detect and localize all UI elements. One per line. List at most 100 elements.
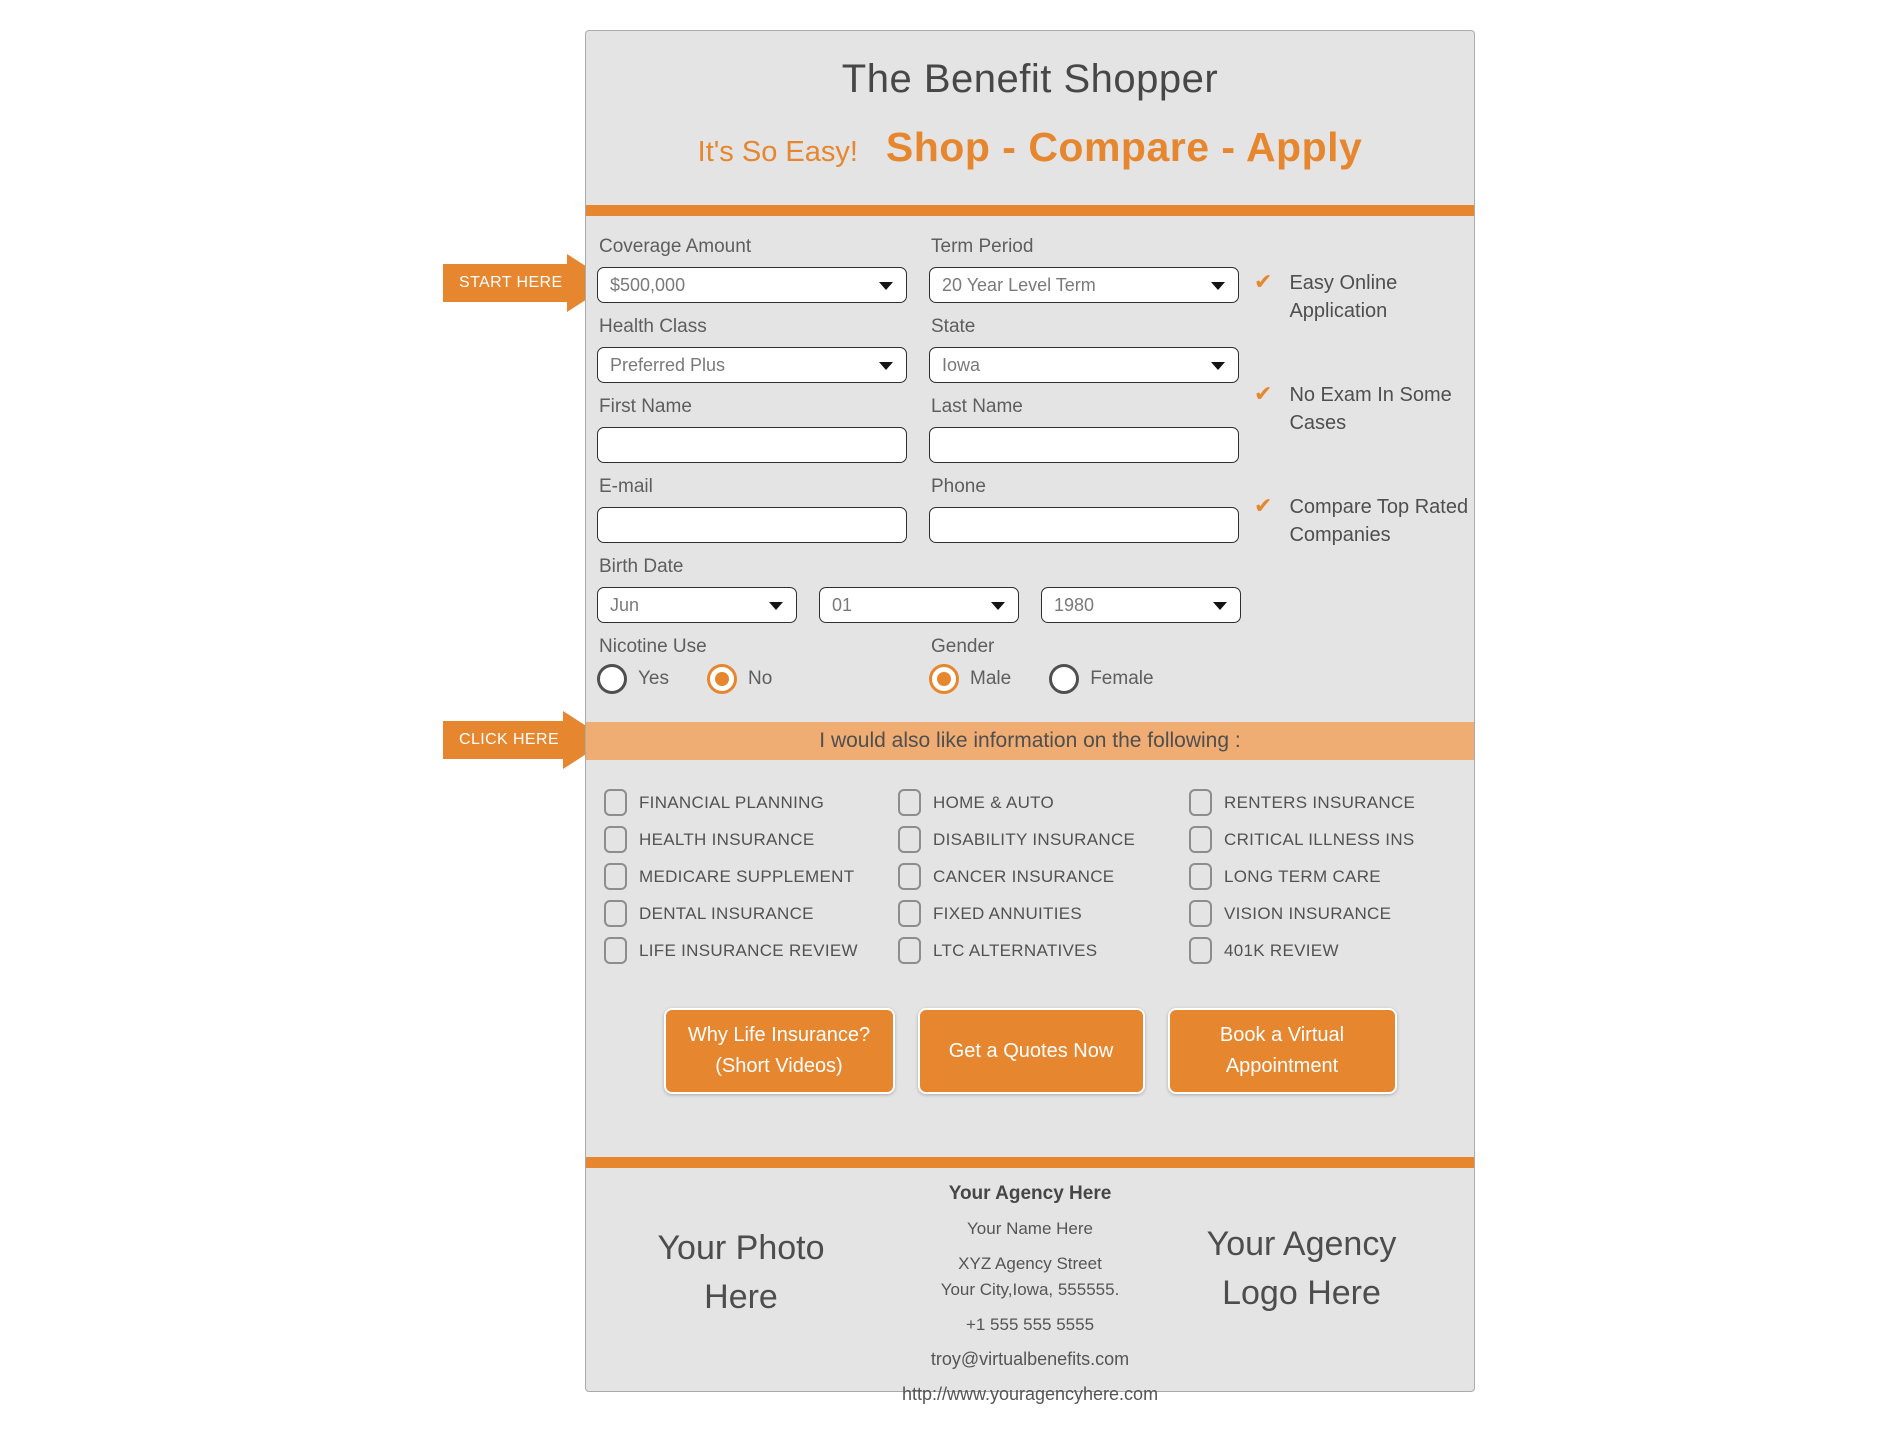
checkbox-life-insurance-review[interactable]: LIFE INSURANCE REVIEW bbox=[604, 932, 898, 969]
checkbox-icon bbox=[604, 863, 627, 890]
chevron-down-icon bbox=[1213, 602, 1227, 610]
radio-selected-icon bbox=[929, 664, 959, 694]
checkbox-dental-insurance[interactable]: DENTAL INSURANCE bbox=[604, 895, 898, 932]
checkbox-icon bbox=[1189, 900, 1212, 927]
email-input[interactable] bbox=[597, 507, 907, 543]
benefit-text: Easy Online Application bbox=[1289, 272, 1398, 322]
benefit-text: Compare Top Rated Companies bbox=[1289, 496, 1469, 546]
birth-month-value: Jun bbox=[610, 595, 640, 615]
benefit-item: ✔ No Exam In Some Cases bbox=[1254, 381, 1484, 437]
checkbox-icon bbox=[898, 900, 921, 927]
last-name-label: Last Name bbox=[931, 396, 1023, 417]
checkbox-icon bbox=[1189, 937, 1212, 964]
benefit-shopper-card: The Benefit Shopper It's So Easy! Shop -… bbox=[585, 30, 1475, 1404]
gender-female-radio[interactable]: Female bbox=[1049, 664, 1154, 694]
checkbox-disability-insurance[interactable]: DISABILITY INSURANCE bbox=[898, 821, 1189, 858]
health-class-label: Health Class bbox=[599, 316, 707, 337]
checkbox-renters-insurance[interactable]: RENTERS INSURANCE bbox=[1189, 784, 1415, 821]
interest-column-1: FINANCIAL PLANNING HEALTH INSURANCE MEDI… bbox=[604, 784, 898, 969]
chevron-down-icon bbox=[1211, 282, 1225, 290]
phone-input[interactable] bbox=[929, 507, 1239, 543]
birth-day-select[interactable]: 01 bbox=[819, 587, 1019, 623]
checkbox-icon bbox=[1189, 789, 1212, 816]
coverage-amount-label: Coverage Amount bbox=[599, 236, 752, 257]
checkbox-cancer-insurance[interactable]: CANCER INSURANCE bbox=[898, 858, 1189, 895]
checkbox-icon bbox=[604, 826, 627, 853]
checkbox-critical-illness[interactable]: CRITICAL ILLNESS INS bbox=[1189, 821, 1415, 858]
term-period-select[interactable]: 20 Year Level Term bbox=[929, 267, 1239, 303]
checkbox-fixed-annuities[interactable]: FIXED ANNUITIES bbox=[898, 895, 1189, 932]
interest-column-3: RENTERS INSURANCE CRITICAL ILLNESS INS L… bbox=[1189, 784, 1415, 969]
nicotine-yes-radio[interactable]: Yes bbox=[597, 664, 669, 694]
birth-year-select[interactable]: 1980 bbox=[1041, 587, 1241, 623]
phone-label: Phone bbox=[931, 476, 986, 497]
logo-placeholder: Your Agency Logo Here bbox=[1206, 1225, 1397, 1312]
gender-label: Gender bbox=[931, 636, 995, 657]
agency-email: troy@virtualbenefits.com bbox=[930, 1349, 1130, 1369]
term-period-value: 20 Year Level Term bbox=[942, 275, 1096, 295]
checkbox-ltc-alternatives[interactable]: LTC ALTERNATIVES bbox=[898, 932, 1189, 969]
nicotine-no-radio[interactable]: No bbox=[707, 664, 772, 694]
birth-day-value: 01 bbox=[832, 595, 853, 615]
top-divider-bar bbox=[586, 205, 1474, 216]
interest-checkbox-grid: FINANCIAL PLANNING HEALTH INSURANCE MEDI… bbox=[604, 784, 1474, 969]
agency-title: Your Agency Here bbox=[948, 1183, 1112, 1204]
checkbox-medicare-supplement[interactable]: MEDICARE SUPPLEMENT bbox=[604, 858, 898, 895]
chevron-down-icon bbox=[879, 362, 893, 370]
gender-male-radio[interactable]: Male bbox=[929, 664, 1011, 694]
checkbox-icon bbox=[898, 789, 921, 816]
why-life-insurance-button[interactable]: Why Life Insurance? (Short Videos) bbox=[663, 1008, 895, 1094]
checkbox-icon bbox=[1189, 863, 1212, 890]
coverage-amount-value: $500,000 bbox=[610, 275, 686, 295]
checkbox-vision-insurance[interactable]: VISION INSURANCE bbox=[1189, 895, 1415, 932]
gender-female-label: Female bbox=[1090, 668, 1154, 689]
photo-placeholder: Your Photo Here bbox=[657, 1229, 825, 1316]
tagline-easy: It's So Easy! bbox=[697, 136, 858, 168]
gender-male-label: Male bbox=[970, 668, 1012, 689]
nicotine-use-label: Nicotine Use bbox=[599, 636, 707, 657]
last-name-input[interactable] bbox=[929, 427, 1239, 463]
chevron-down-icon bbox=[879, 282, 893, 290]
agent-name: Your Name Here bbox=[967, 1219, 1093, 1238]
footer: Your Photo Here Your Agency Here Your Na… bbox=[586, 1168, 1474, 1404]
agency-phone: +1 555 555 5555 bbox=[965, 1315, 1095, 1334]
book-appointment-button[interactable]: Book a Virtual Appointment bbox=[1167, 1008, 1397, 1094]
benefit-text: No Exam In Some Cases bbox=[1289, 384, 1452, 434]
checkbox-health-insurance[interactable]: HEALTH INSURANCE bbox=[604, 821, 898, 858]
checkmark-icon: ✔ bbox=[1254, 382, 1273, 407]
action-buttons: Why Life Insurance? (Short Videos) Get a… bbox=[586, 1008, 1474, 1094]
quote-form: Coverage Amount $500,000 Term Period 20 … bbox=[597, 236, 1241, 694]
get-quotes-button[interactable]: Get a Quotes Now bbox=[917, 1008, 1145, 1094]
chevron-down-icon bbox=[769, 602, 783, 610]
more-info-banner[interactable]: I would also like information on the fol… bbox=[586, 722, 1474, 760]
first-name-input[interactable] bbox=[597, 427, 907, 463]
state-value: Iowa bbox=[942, 355, 981, 375]
benefit-item: ✔ Compare Top Rated Companies bbox=[1254, 493, 1484, 549]
chevron-down-icon bbox=[1211, 362, 1225, 370]
checkbox-home-auto[interactable]: HOME & AUTO bbox=[898, 784, 1189, 821]
birth-month-select[interactable]: Jun bbox=[597, 587, 797, 623]
header: The Benefit Shopper It's So Easy! Shop -… bbox=[586, 31, 1474, 171]
checkbox-icon bbox=[898, 937, 921, 964]
birth-date-label: Birth Date bbox=[599, 556, 684, 577]
page-title: The Benefit Shopper bbox=[841, 57, 1219, 101]
start-here-label: START HERE bbox=[443, 264, 567, 302]
checkbox-icon bbox=[604, 900, 627, 927]
checkbox-financial-planning[interactable]: FINANCIAL PLANNING bbox=[604, 784, 898, 821]
checkbox-401k-review[interactable]: 401K REVIEW bbox=[1189, 932, 1415, 969]
tagline: It's So Easy! Shop - Compare - Apply bbox=[586, 124, 1474, 171]
interest-column-2: HOME & AUTO DISABILITY INSURANCE CANCER … bbox=[898, 784, 1189, 969]
click-here-label: CLICK HERE bbox=[443, 721, 564, 759]
chevron-down-icon bbox=[991, 602, 1005, 610]
radio-selected-icon bbox=[707, 664, 737, 694]
checkbox-long-term-care[interactable]: LONG TERM CARE bbox=[1189, 858, 1415, 895]
checkbox-icon bbox=[604, 937, 627, 964]
health-class-select[interactable]: Preferred Plus bbox=[597, 347, 907, 383]
state-select[interactable]: Iowa bbox=[929, 347, 1239, 383]
radio-icon bbox=[1049, 664, 1080, 694]
checkmark-icon: ✔ bbox=[1254, 494, 1273, 519]
coverage-amount-select[interactable]: $500,000 bbox=[597, 267, 907, 303]
benefits-list: ✔ Easy Online Application ✔ No Exam In S… bbox=[1254, 269, 1484, 605]
agency-city: Your City,Iowa, 555555. bbox=[940, 1280, 1120, 1299]
benefit-item: ✔ Easy Online Application bbox=[1254, 269, 1484, 325]
